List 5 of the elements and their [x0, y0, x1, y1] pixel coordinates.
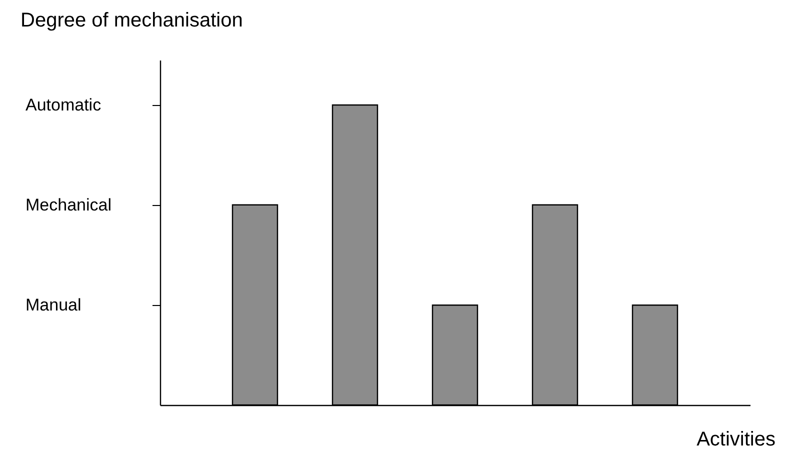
text: Automatic [26, 96, 102, 114]
text: Mechanical [26, 196, 112, 214]
y-axis-title: Degree of mechanisation [20, 10, 243, 32]
x-axis-title: Activities [696, 428, 776, 450]
text: Manual [26, 296, 82, 314]
